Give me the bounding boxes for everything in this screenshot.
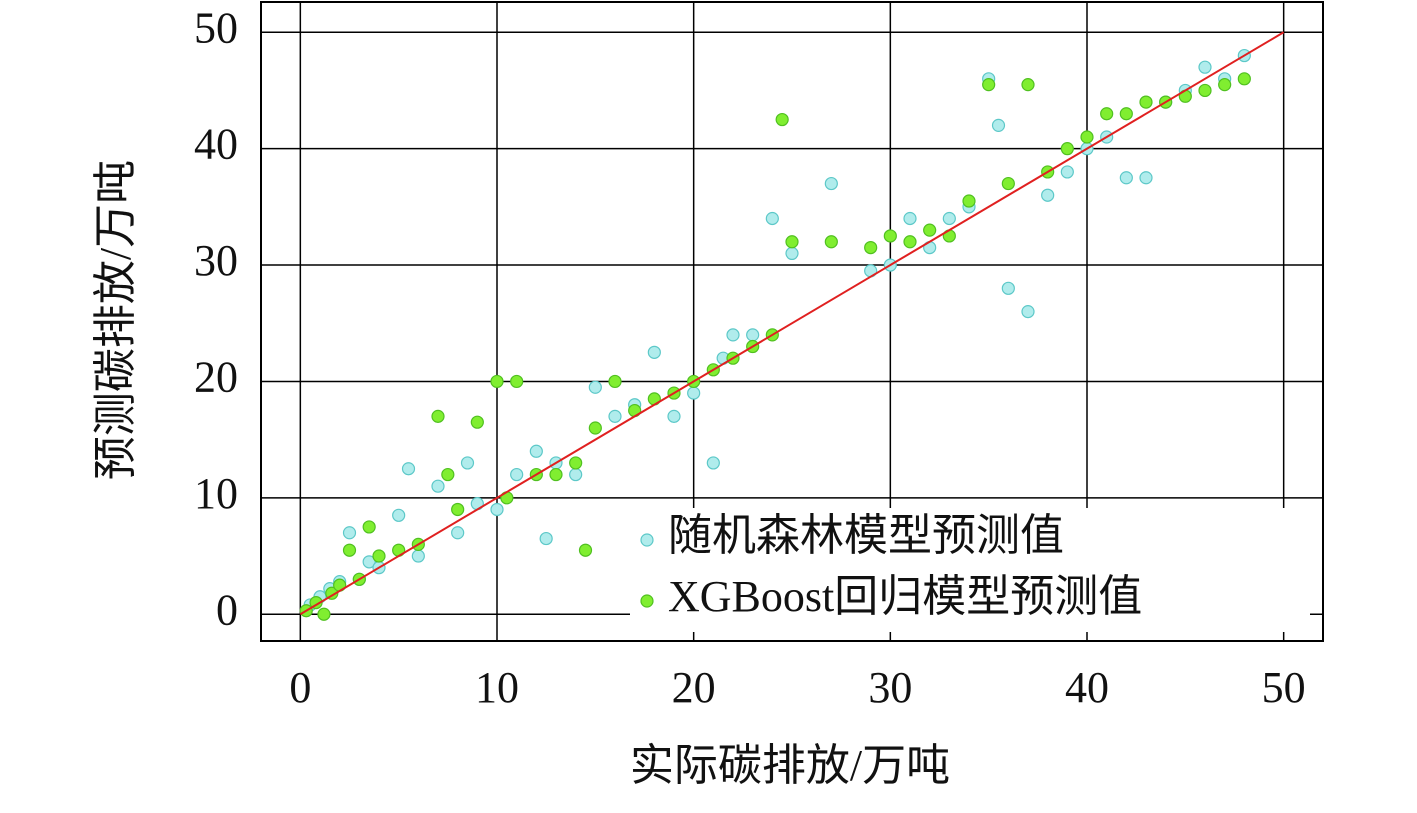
point [1119, 171, 1133, 185]
point [923, 223, 937, 237]
point [460, 456, 475, 470]
point [569, 456, 583, 470]
point [903, 211, 917, 226]
y-tick-label: 50 [194, 3, 238, 52]
point [667, 409, 681, 423]
x-tick-label: 20 [672, 663, 716, 712]
y-tick-label: 20 [194, 353, 238, 402]
point [991, 118, 1006, 132]
point [962, 194, 976, 208]
point [942, 211, 956, 226]
point [1237, 72, 1251, 86]
point [903, 235, 917, 249]
point [1080, 130, 1094, 144]
point [883, 229, 897, 243]
point [451, 502, 465, 517]
point [392, 508, 406, 522]
legend-marker [640, 533, 654, 547]
y-axis-label: 预测碳排放/万吨 [91, 160, 140, 480]
point [578, 543, 593, 557]
point [342, 526, 357, 540]
point [864, 240, 878, 255]
legend-marker [640, 594, 654, 608]
reference-line [299, 31, 1285, 616]
x-tick-label: 30 [868, 663, 912, 712]
point [1021, 78, 1035, 92]
point [342, 543, 357, 557]
point [824, 235, 838, 249]
point [1021, 305, 1035, 319]
point [490, 374, 504, 389]
point [362, 555, 376, 569]
x-tick-label: 0 [289, 663, 311, 712]
point [726, 328, 740, 342]
point [431, 479, 445, 493]
point [549, 467, 563, 482]
point [706, 456, 720, 470]
y-tick-label: 0 [216, 585, 238, 634]
point [431, 409, 445, 423]
point [401, 462, 416, 476]
point [362, 520, 376, 534]
x-tick-label: 40 [1065, 663, 1109, 712]
point [608, 409, 622, 423]
y-tick-label: 30 [194, 236, 238, 285]
point [1139, 171, 1153, 185]
point [1100, 107, 1114, 121]
point [608, 374, 622, 389]
point [510, 467, 524, 482]
point [411, 549, 425, 563]
point [785, 235, 799, 249]
point [982, 78, 996, 92]
point [490, 502, 504, 517]
x-axis-label: 实际碳排放/万吨 [630, 741, 950, 790]
point [1060, 165, 1074, 179]
point [317, 607, 331, 621]
point [1060, 142, 1074, 156]
point [510, 374, 524, 389]
plot-frame [260, 1, 1324, 642]
point [372, 549, 386, 563]
point [785, 246, 799, 261]
point [588, 421, 602, 435]
point [470, 415, 484, 429]
point [529, 444, 543, 458]
point [1218, 78, 1232, 92]
point [441, 467, 455, 482]
legend-box [630, 508, 1310, 632]
x-tick-label: 10 [475, 663, 519, 712]
point [1001, 176, 1015, 191]
point [1198, 83, 1212, 98]
y-tick-label: 40 [194, 120, 238, 169]
point [1001, 281, 1015, 295]
point [824, 176, 838, 191]
point [746, 328, 760, 342]
point [647, 345, 661, 359]
point [687, 386, 701, 400]
y-tick-label: 10 [194, 469, 238, 518]
point [765, 211, 779, 226]
point [1198, 60, 1212, 74]
point [1119, 107, 1133, 121]
point [451, 526, 465, 540]
x-tick-label: 50 [1262, 663, 1306, 712]
point [1139, 95, 1153, 109]
legend-label: 随机森林模型预测值 [668, 511, 1064, 560]
legend-label: XGBoost回归模型预测值 [668, 572, 1142, 621]
point [588, 380, 602, 394]
point [775, 112, 789, 127]
point [569, 467, 583, 482]
point [539, 531, 553, 546]
point [1041, 188, 1055, 202]
